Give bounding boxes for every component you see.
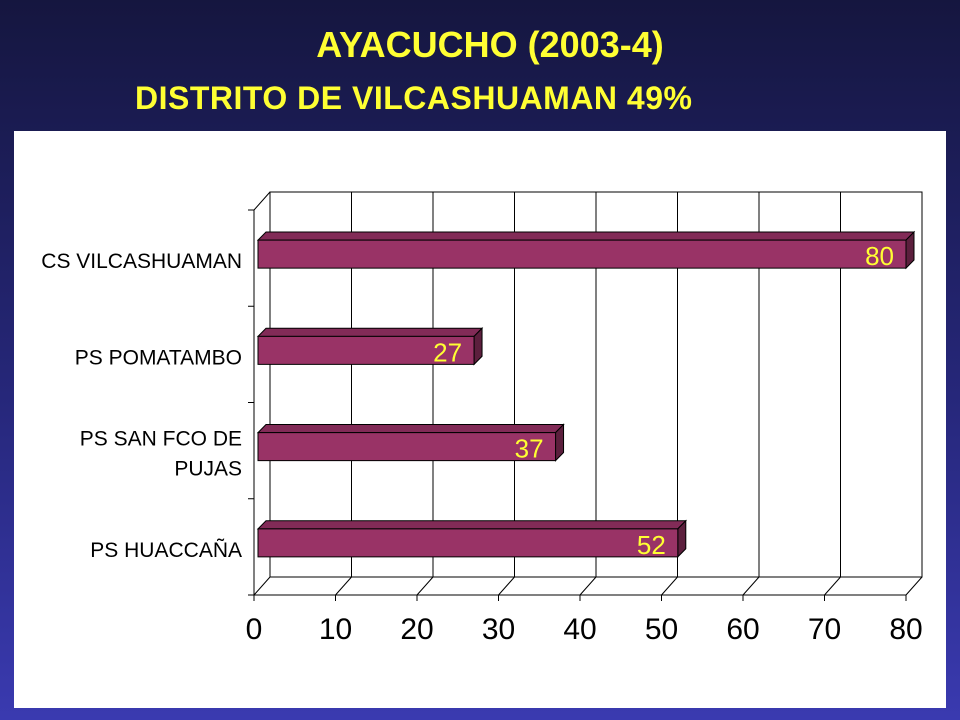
x-tick-label: 80 [889,613,922,646]
floor-line [824,576,841,596]
floor-line [661,576,678,596]
bar-front-face [257,335,475,365]
bar-front-face [257,239,907,269]
bar-data-label: 52 [637,530,666,560]
x-tick-label: 40 [563,613,596,646]
x-tick-label: 60 [726,613,759,646]
bar [256,423,565,462]
category-label: CS VILCASHUAMAN [41,250,242,273]
bar-data-label: 80 [865,241,894,271]
floor-line [335,576,352,596]
x-tick-label: 70 [808,613,841,646]
bar [256,327,484,366]
slide-subtitle: DISTRITO DE VILCASHUAMAN 49% [135,80,693,116]
floor-line [905,576,923,596]
floor-line [579,576,597,596]
bar-top-face [256,327,484,337]
x-tick-label: 10 [319,613,352,646]
x-tick-label: 20 [400,613,433,646]
category-label: PS HUACCAÑA [90,538,242,562]
floor-line [416,576,434,596]
category-label: PUJAS [174,458,242,481]
bar-data-label: 27 [433,337,462,367]
x-tick-label: 50 [645,613,678,646]
floor-line [253,576,271,596]
bar [256,519,687,559]
bar-top-face [256,424,565,434]
bar-front-face [257,432,557,462]
bar [256,230,916,270]
bar-data-label: 37 [515,434,544,464]
slide-title: AYACUCHO (2003-4) [316,24,664,65]
floor-line [498,576,515,596]
category-label: PS SAN FCO DE [80,428,242,451]
bar-top-face [256,520,687,530]
category-label: PS POMATAMBO [75,346,242,369]
x-tick-label: 30 [482,613,515,646]
bar-front-face [257,528,679,558]
x-tick-label: 0 [246,613,263,646]
floor-line [742,576,760,596]
wall-top-edge [253,191,271,211]
bar-top-face [256,231,916,241]
